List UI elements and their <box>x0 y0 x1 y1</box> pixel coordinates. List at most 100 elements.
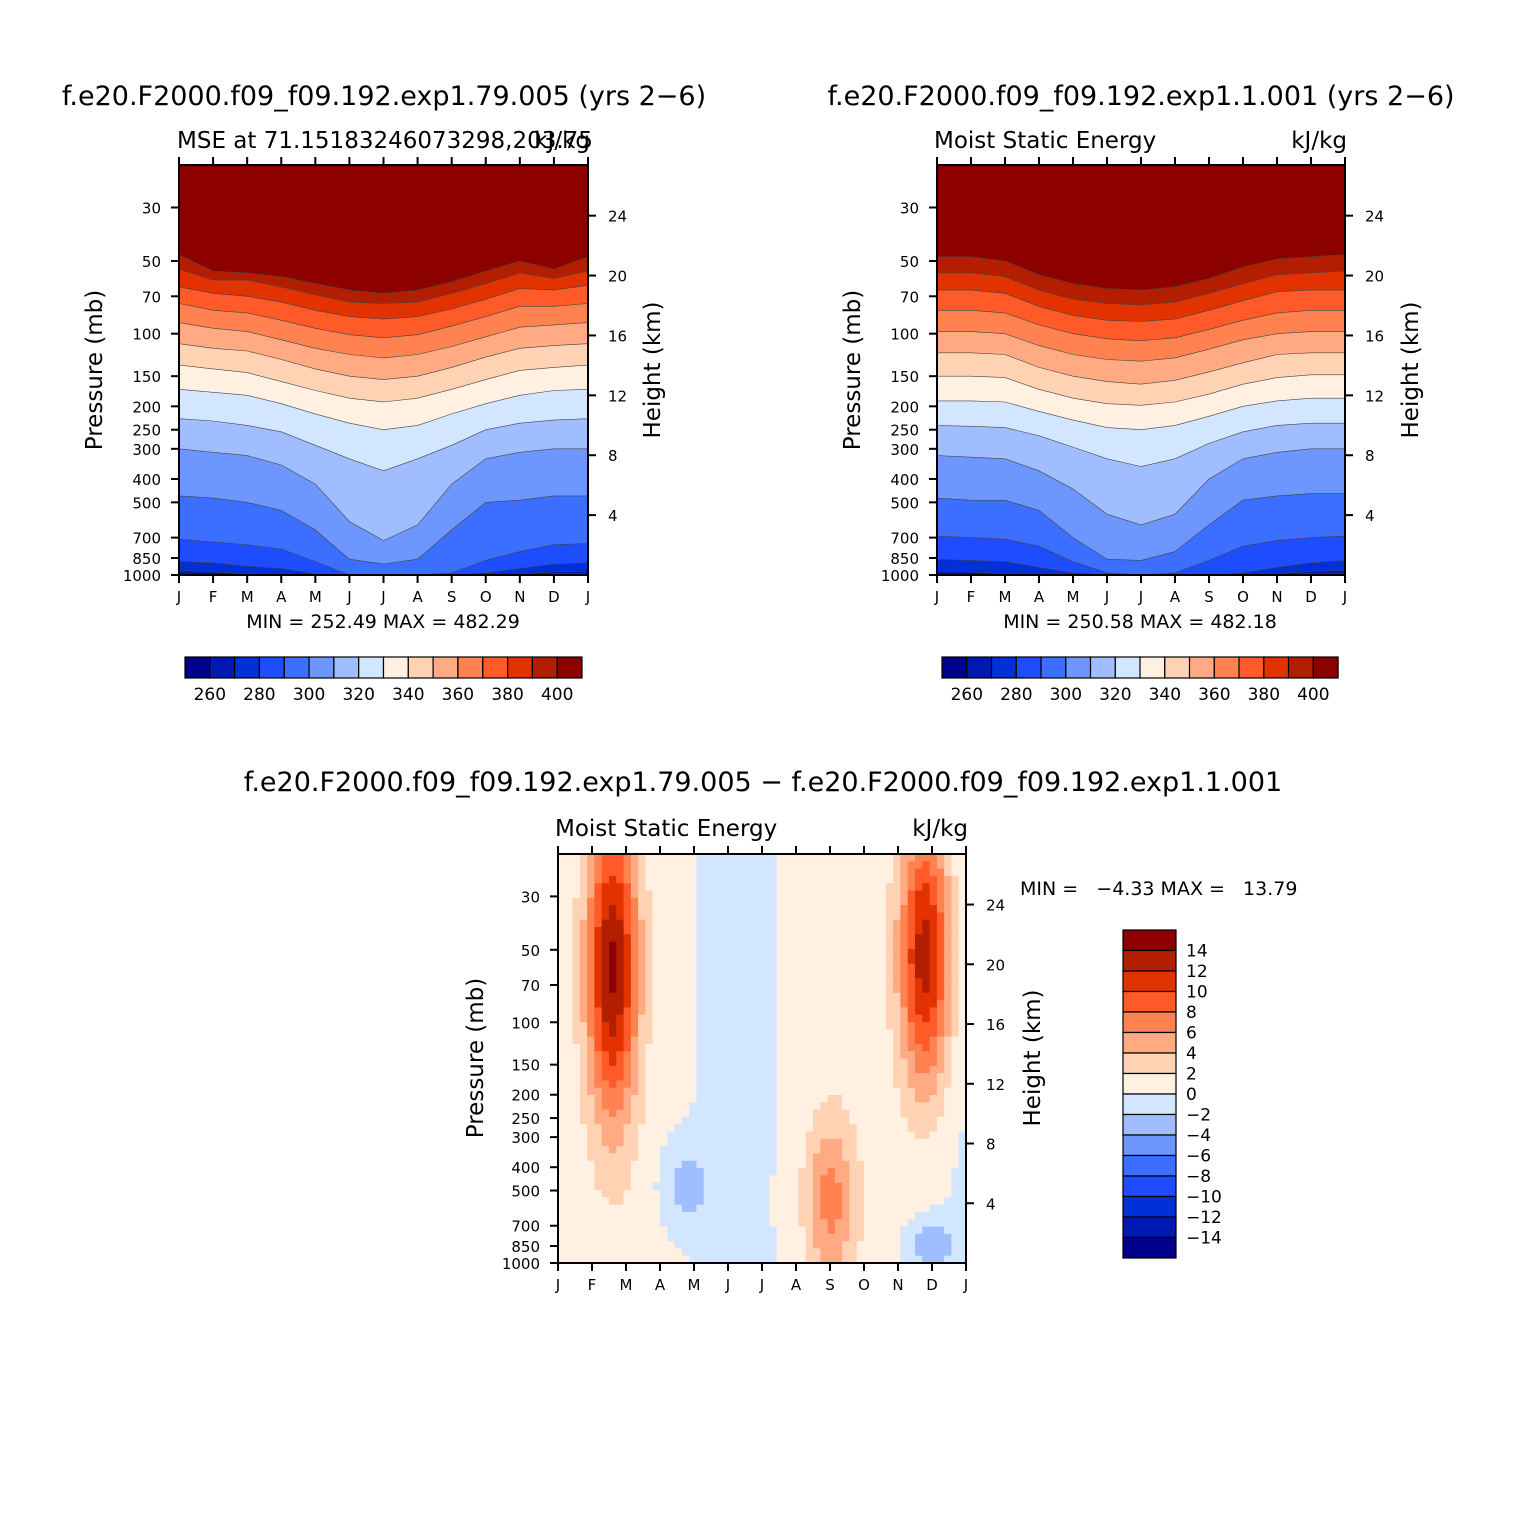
field-cell <box>740 861 748 870</box>
field-cell <box>623 854 632 862</box>
field-cell <box>594 1109 603 1118</box>
colorbar-label: 8 <box>1186 1003 1197 1023</box>
field-cell <box>834 956 843 965</box>
field-cell <box>944 912 952 921</box>
field-cell <box>776 912 785 921</box>
field-cell <box>638 1058 646 1067</box>
field-cell <box>565 1175 574 1184</box>
field-cell <box>616 868 625 877</box>
field-cell <box>871 1204 880 1213</box>
field-cell <box>783 1116 792 1125</box>
field-cell <box>747 854 756 862</box>
field-cell <box>616 854 625 862</box>
field-cell <box>907 934 916 943</box>
field-cell <box>893 1211 901 1220</box>
field-cell <box>740 1102 748 1111</box>
field-cell <box>951 1000 960 1008</box>
x-tick-label: O <box>858 1276 870 1294</box>
field-cell <box>813 948 821 957</box>
field-cell <box>907 912 916 921</box>
y-tick-label: 850 <box>890 550 919 568</box>
colorbar-box <box>1122 929 1177 952</box>
field-cell <box>900 905 909 913</box>
field-cell <box>703 1087 712 1096</box>
field-cell <box>689 1109 697 1118</box>
field-cell <box>878 992 887 1001</box>
field-cell <box>783 1248 792 1257</box>
field-cell <box>769 1175 778 1184</box>
field-cell <box>762 1248 770 1257</box>
field-cell <box>652 941 661 950</box>
field-cell <box>667 1043 676 1052</box>
field-cell <box>689 1036 697 1045</box>
field-cell <box>747 1182 756 1191</box>
field-cell <box>638 1211 646 1220</box>
field-cell <box>885 1043 894 1052</box>
field-cell <box>630 1065 639 1074</box>
field-cell <box>594 875 603 884</box>
field-cell <box>849 1087 858 1096</box>
field-cell <box>572 970 581 979</box>
field-cell <box>776 1233 785 1242</box>
field-cell <box>864 1073 872 1081</box>
field-cell <box>740 890 748 899</box>
field-cell <box>922 1036 931 1045</box>
field-cell <box>783 956 792 965</box>
y2-tick-label: 12 <box>986 1076 1005 1094</box>
field-cell <box>630 919 639 928</box>
field-cell <box>856 854 865 862</box>
colorbar-label: 260 <box>194 685 226 705</box>
field-cell <box>660 1073 668 1081</box>
field-cell <box>579 919 588 928</box>
field-cell <box>718 1190 727 1198</box>
field-cell <box>594 1233 603 1242</box>
field-cell <box>623 1036 632 1045</box>
field-cell <box>871 1241 880 1249</box>
field-cell <box>718 985 727 994</box>
field-cell <box>754 941 763 950</box>
field-cell <box>907 978 916 987</box>
field-cell <box>791 1116 799 1125</box>
field-cell <box>776 1116 785 1125</box>
field-cell <box>732 1219 741 1228</box>
field-cell <box>747 934 756 943</box>
field-cell <box>958 1175 966 1184</box>
field-cell <box>660 1241 668 1249</box>
field-cell <box>630 1073 639 1081</box>
field-cell <box>856 1153 865 1162</box>
field-cell <box>609 1043 617 1052</box>
field-cell <box>813 1058 821 1067</box>
field-cell <box>732 1255 741 1263</box>
field-cell <box>864 1138 872 1147</box>
field-cell <box>929 1029 938 1038</box>
field-cell <box>776 1241 785 1249</box>
field-cell <box>696 941 705 950</box>
field-cell <box>565 1160 574 1169</box>
field-cell <box>754 1073 763 1081</box>
field-cell <box>711 985 719 994</box>
field-cell <box>864 948 872 957</box>
field-cell <box>958 1226 966 1235</box>
y2-tick-label: 20 <box>1365 268 1384 286</box>
field-cell <box>820 948 829 957</box>
field-cell <box>776 875 785 884</box>
field-cell <box>572 1160 581 1169</box>
field-cell <box>689 934 697 943</box>
field-cell <box>805 912 814 921</box>
field-cell <box>572 1204 581 1213</box>
field-cell <box>594 985 603 994</box>
field-cell <box>791 1146 799 1154</box>
field-cell <box>915 963 923 972</box>
field-cell <box>609 1022 617 1030</box>
field-cell <box>776 890 785 899</box>
field-cell <box>762 1022 770 1030</box>
field-cell <box>762 1153 770 1162</box>
field-cell <box>572 1226 581 1235</box>
field-cell <box>893 875 901 884</box>
field-cell <box>689 861 697 870</box>
field-cell <box>645 1226 654 1235</box>
field-cell <box>776 1248 785 1257</box>
field-cell <box>623 963 632 972</box>
field-cell <box>769 941 778 950</box>
field-cell <box>769 1022 778 1030</box>
